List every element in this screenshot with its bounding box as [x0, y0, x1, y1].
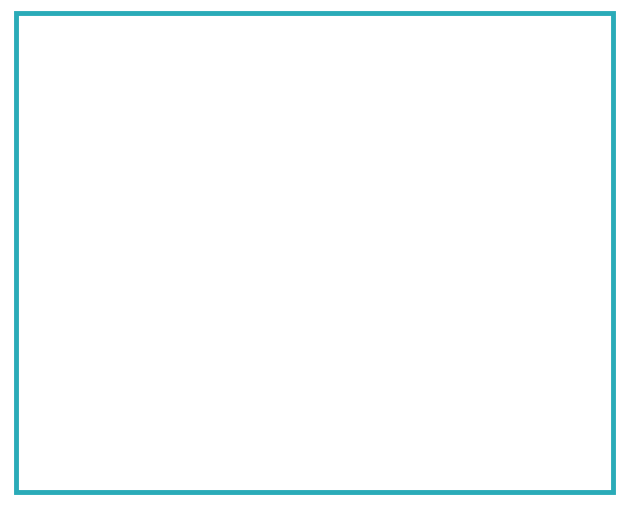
Text: $P - 2w$: $P - 2w$ [195, 302, 263, 321]
Text: C): C) [39, 321, 62, 340]
Text: Which of the following represents $\ell$  in terms: Which of the following represents $\ell$… [39, 69, 498, 92]
Text: B): B) [39, 238, 62, 257]
Text: $2$: $2$ [195, 340, 208, 360]
Text: $\ell =$: $\ell =$ [91, 238, 120, 257]
Text: $2$: $2$ [195, 257, 208, 276]
Text: D): D) [39, 407, 63, 426]
Text: of  $P$  and  $w$ ?: of $P$ and $w$ ? [39, 94, 182, 113]
Text: $2P - w$: $2P - w$ [195, 219, 263, 238]
Text: A rectangle has perimeter  $P$, length $\ell$  and width  $w$.: A rectangle has perimeter $P$, length $\… [39, 46, 575, 70]
Text: $\ell =$: $\ell =$ [91, 321, 120, 340]
Text: $\ell = 2P - 2w$: $\ell = 2P - 2w$ [91, 407, 206, 426]
Text: A): A) [39, 157, 62, 176]
Text: $\ell = P - w$: $\ell = P - w$ [91, 157, 180, 176]
